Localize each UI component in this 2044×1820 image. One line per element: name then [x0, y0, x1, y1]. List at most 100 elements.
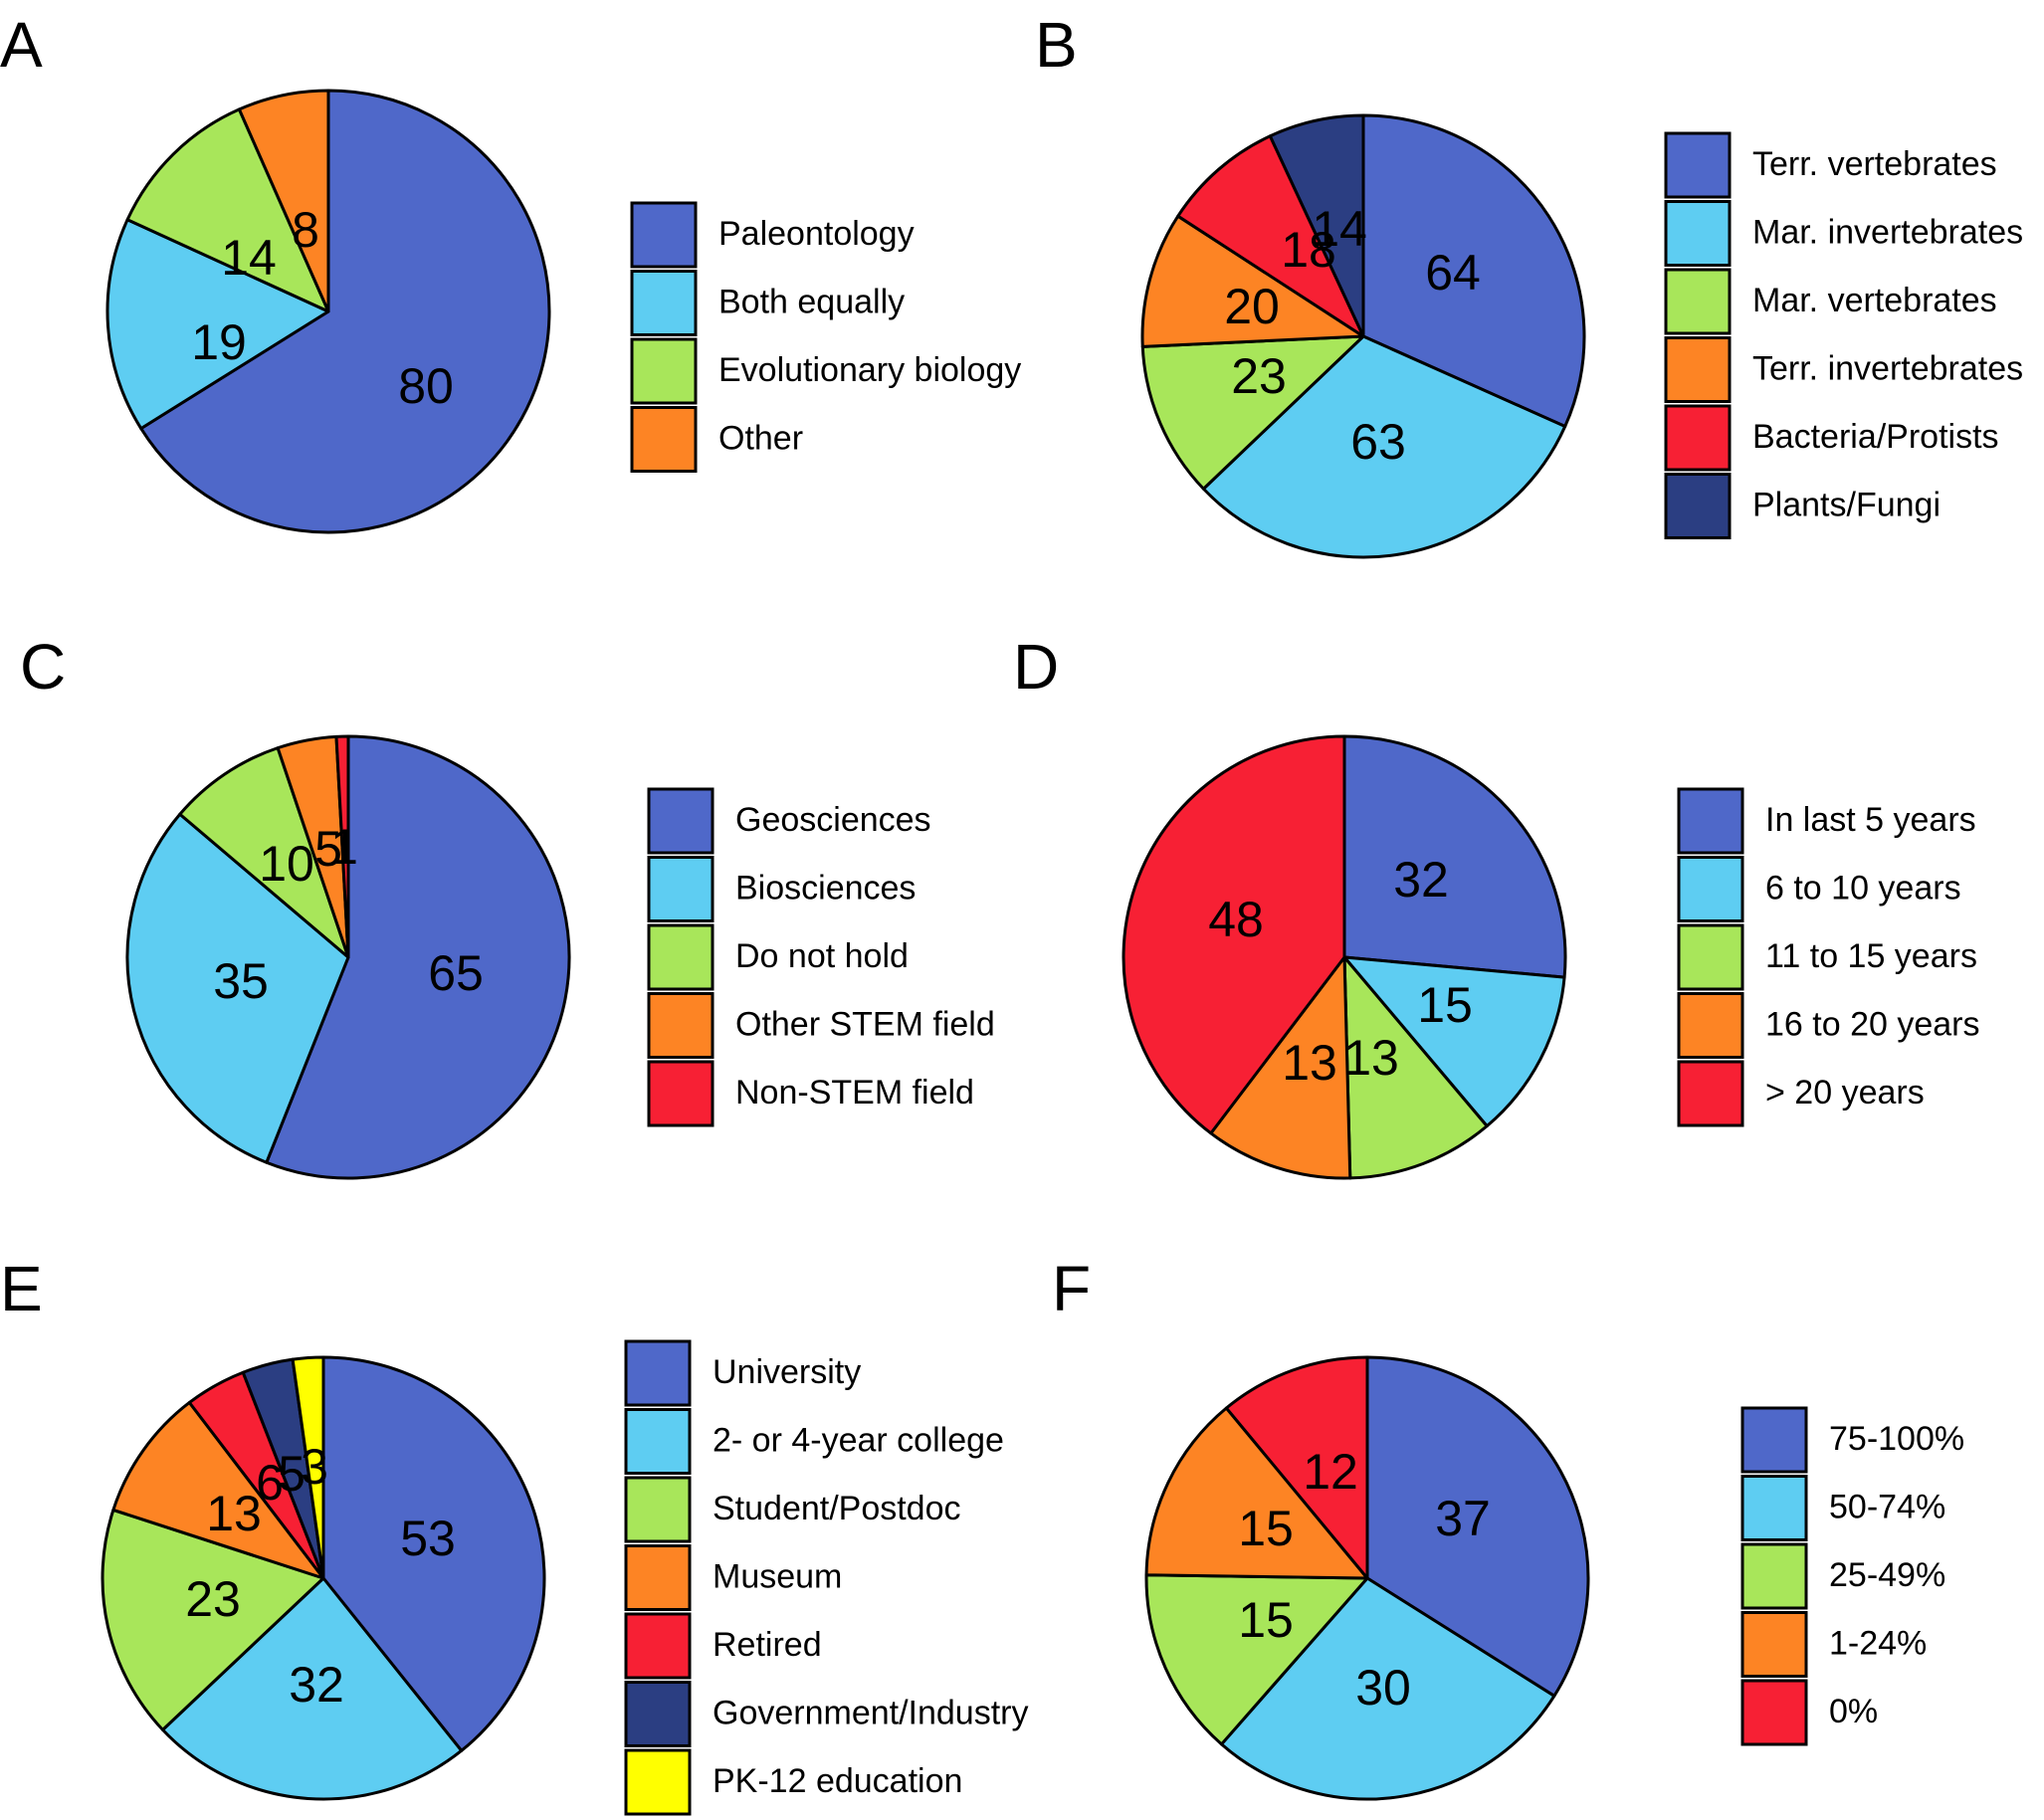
pie-slice-b-bacteria-protists — [1176, 134, 1365, 338]
legend-label-f-25-49: 25-49% — [1829, 1556, 1945, 1594]
legend-label-c-do-not-hold: Do not hold — [735, 937, 909, 975]
slice-label-c-geosciences: 65 — [428, 945, 484, 1001]
pie-slice-b-terr-vertebrates — [1361, 113, 1586, 429]
pie-slice-b-terr-invertebrates — [1140, 214, 1365, 348]
slice-label-e-2-or-4-year-college: 32 — [289, 1657, 344, 1713]
panel-letter-d: D — [1013, 631, 1059, 703]
pie-slice-f-50-74 — [1220, 1576, 1556, 1801]
pie-slice-c-do-not-hold — [178, 746, 350, 959]
slice-label-f-0: 12 — [1303, 1444, 1358, 1500]
slice-label-f-1-24: 15 — [1238, 1501, 1294, 1556]
legend-swatch-c-other-stem-field — [647, 992, 715, 1059]
slice-label-c-other-stem-field: 5 — [314, 821, 342, 877]
legend-label-d-20-years: > 20 years — [1765, 1074, 1925, 1112]
slice-label-c-non-stem-field: 1 — [330, 819, 358, 875]
legend-swatch-c-non-stem-field — [647, 1060, 715, 1127]
pie-slice-d-16-to-20-years — [1209, 955, 1352, 1180]
pie-slice-f-0 — [1224, 1355, 1369, 1580]
legend-swatch-d-6-to-10-years — [1677, 856, 1744, 922]
slice-label-b-plants-fungi: 14 — [1312, 201, 1367, 257]
legend-label-e-pk-12-education: PK-12 education — [713, 1762, 962, 1800]
legend-swatch-c-biosciences — [647, 856, 715, 922]
legend-label-e-student-postdoc: Student/Postdoc — [713, 1490, 961, 1527]
legend-swatch-f-50-74 — [1740, 1475, 1808, 1541]
legend-swatch-e-university — [624, 1339, 692, 1407]
legend-label-e-government-industry: Government/Industry — [713, 1694, 1028, 1731]
slice-label-e-government-industry: 5 — [278, 1446, 306, 1502]
pie-slice-c-biosciences — [125, 812, 350, 1164]
legend-swatch-b-terr-invertebrates — [1664, 336, 1732, 403]
panel-letter-f: F — [1052, 1253, 1091, 1324]
pie-slice-c-geosciences — [265, 734, 571, 1180]
legend-swatch-a-paleontology — [630, 201, 698, 269]
legend-label-f-75-100: 75-100% — [1829, 1420, 1964, 1458]
slice-label-b-terr-invertebrates: 20 — [1224, 279, 1280, 334]
legend-label-d-11-to-15-years: 11 to 15 years — [1765, 937, 1977, 975]
legend-label-d-6-to-10-years: 6 to 10 years — [1765, 869, 1961, 907]
legend-swatch-e-museum — [624, 1544, 692, 1611]
legend-swatch-f-25-49 — [1740, 1542, 1808, 1610]
legend-swatch-c-geosciences — [647, 787, 715, 855]
slice-label-b-mar-invertebrates: 63 — [1350, 414, 1406, 470]
pie-slice-d-in-last-5-years — [1342, 734, 1567, 979]
pie-slice-e-pk-12-education — [291, 1355, 325, 1580]
slice-label-d-in-last-5-years: 32 — [1393, 852, 1449, 908]
slice-label-d-6-to-10-years: 15 — [1417, 977, 1473, 1033]
slice-label-e-pk-12-education: 3 — [301, 1439, 328, 1495]
legend-swatch-e-pk-12-education — [624, 1748, 692, 1816]
pie-slice-e-student-postdoc — [101, 1508, 325, 1731]
panel-a: A 80 19 14 8 Paleontology Both equally Evolutio… — [0, 9, 1021, 534]
slice-label-f-25-49: 15 — [1238, 1592, 1294, 1648]
slice-label-b-mar-vertebrates: 23 — [1231, 348, 1287, 404]
slice-label-f-50-74: 30 — [1355, 1660, 1411, 1716]
legend-swatch-a-both-equally — [630, 270, 698, 336]
pie-slice-a-other — [237, 89, 330, 313]
legend-swatch-e-student-postdoc — [624, 1476, 692, 1543]
legend-label-d-in-last-5-years: In last 5 years — [1765, 801, 1976, 839]
slice-label-e-retired: 6 — [256, 1455, 284, 1511]
legend-label-c-other-stem-field: Other STEM field — [735, 1005, 995, 1043]
pie-slice-a-both-equally — [105, 218, 330, 431]
slice-label-e-university: 53 — [400, 1511, 456, 1566]
legend-swatch-a-other — [630, 406, 698, 473]
panel-letter-c: C — [20, 631, 66, 703]
pie-slice-e-2-or-4-year-college — [161, 1576, 464, 1801]
pie-slice-d-20-years — [1122, 734, 1346, 1135]
legend-swatch-b-bacteria-protists — [1664, 404, 1732, 472]
legend-label-c-biosciences: Biosciences — [735, 869, 916, 907]
legend-swatch-c-do-not-hold — [647, 923, 715, 991]
panel-letter-a: A — [0, 9, 43, 81]
panel-letter-e: E — [0, 1253, 43, 1324]
legend-label-e-retired: Retired — [713, 1626, 822, 1664]
legend-label-d-16-to-20-years: 16 to 20 years — [1765, 1005, 1979, 1043]
legend-swatch-b-mar-vertebrates — [1664, 268, 1732, 335]
pie-slice-b-plants-fungi — [1268, 113, 1365, 338]
legend-swatch-b-plants-fungi — [1664, 473, 1732, 539]
panel-c: C 65 35 10 51 Geosciences Biosciences Do not ho… — [20, 631, 995, 1180]
slice-label-c-do-not-hold: 10 — [259, 836, 314, 892]
legend-swatch-f-0 — [1740, 1679, 1808, 1746]
legend-label-b-terr-invertebrates: Terr. invertebrates — [1752, 349, 2023, 387]
legend-label-a-paleontology: Paleontology — [718, 215, 915, 253]
legend-swatch-b-terr-vertebrates — [1664, 131, 1732, 199]
legend-swatch-d-20-years — [1677, 1060, 1744, 1127]
pie-slice-a-paleontology — [139, 89, 551, 534]
panel-letter-b: B — [1035, 9, 1078, 81]
slice-label-e-student-postdoc: 23 — [185, 1571, 241, 1627]
slice-label-d-16-to-20-years: 13 — [1282, 1035, 1337, 1091]
legend-label-f-0: 0% — [1829, 1693, 1878, 1730]
pie-slice-e-university — [321, 1355, 546, 1752]
slice-label-d-20-years: 48 — [1208, 892, 1264, 947]
legend-label-b-terr-vertebrates: Terr. vertebrates — [1752, 145, 1997, 183]
legend-swatch-a-evolutionary-biology — [630, 337, 698, 405]
legend-label-b-mar-vertebrates: Mar. vertebrates — [1752, 282, 1997, 319]
legend-swatch-e-government-industry — [624, 1681, 692, 1747]
slice-label-d-11-to-15-years: 13 — [1343, 1030, 1399, 1086]
slice-label-c-biosciences: 35 — [213, 953, 269, 1009]
pie-slice-d-11-to-15-years — [1342, 955, 1489, 1180]
